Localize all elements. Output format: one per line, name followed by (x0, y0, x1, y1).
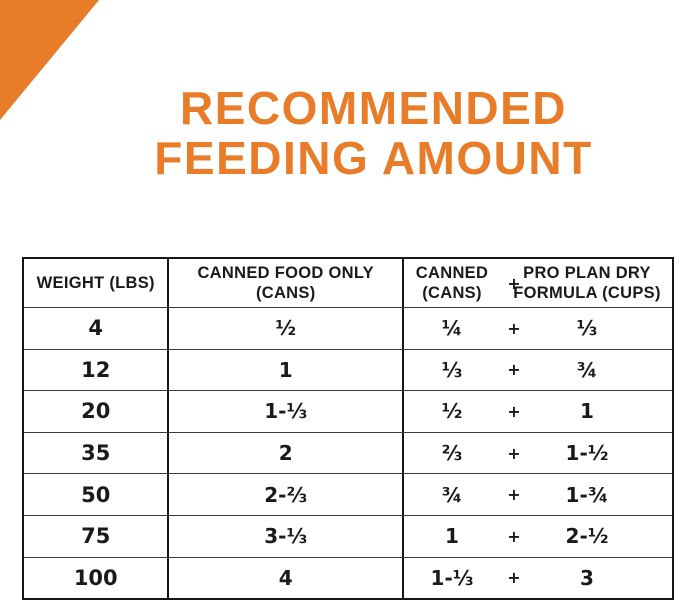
canned-value: 1 (445, 524, 459, 549)
dry-value: 1 (580, 399, 594, 424)
plus-sign: + (507, 485, 521, 505)
header-combined-cell: CANNED (CANS) + PRO PLAN DRY FORMULA (CU… (404, 259, 672, 307)
weight-value: 20 (81, 399, 111, 424)
plus-sign: + (507, 360, 521, 380)
feeding-table: WEIGHT (LBS) CANNED FOOD ONLY (CANS) CAN… (22, 257, 674, 601)
header-dry-line2: FORMULA (CUPS) (513, 284, 661, 302)
canned-value: ⅔ (441, 441, 463, 466)
canned-only-value: 2-⅔ (264, 482, 308, 507)
weight-value: 50 (81, 482, 111, 507)
dry-value: 2-½ (565, 524, 609, 549)
canned-value: ¾ (441, 482, 463, 507)
header-dry-block: PRO PLAN DRY FORMULA (CUPS) (513, 263, 661, 303)
table-row: 4 ½ ¼ + ⅓ (24, 307, 672, 349)
plus-sign: + (507, 568, 521, 588)
plus-sign: + (507, 318, 521, 338)
canned-only-value: 4 (278, 565, 293, 590)
header-canned-only-line1: CANNED FOOD ONLY (197, 264, 374, 282)
plus-sign: + (507, 526, 521, 546)
header-canned-only-cell: CANNED FOOD ONLY (CANS) (169, 259, 404, 307)
canned-only-value: 2 (278, 441, 293, 466)
canned-only-value: 1-⅓ (264, 399, 308, 424)
dry-value: ¾ (576, 357, 598, 382)
weight-value: 75 (81, 524, 111, 549)
dry-value: 1-½ (565, 441, 609, 466)
table-row: 50 2-⅔ ¾ + 1-¾ (24, 473, 672, 515)
title-line-1: RECOMMENDED (179, 82, 568, 134)
header-canned-only-line2: (CANS) (255, 284, 316, 302)
plus-sign: + (507, 443, 521, 463)
header-weight-cell: WEIGHT (LBS) (24, 259, 170, 307)
table-row: 100 4 1-⅓ + 3 (24, 556, 672, 599)
header-canned-block: CANNED (CANS) (416, 263, 488, 303)
canned-value: 1-⅓ (430, 565, 474, 590)
table-row: 75 3-⅓ 1 + 2-½ (24, 514, 672, 557)
table-row: 20 1-⅓ ½ + 1 (24, 390, 672, 432)
dry-value: 1-¾ (565, 482, 609, 507)
table-row: 12 1 ⅓ + ¾ (24, 348, 672, 391)
table-row: 35 2 ⅔ + 1-½ (24, 431, 672, 474)
canned-value: ¼ (441, 316, 463, 341)
canned-only-value: 1 (278, 357, 293, 382)
plus-sign: + (507, 401, 521, 421)
canned-only-value: 3-⅓ (264, 524, 308, 549)
page-title: RECOMMENDED FEEDING AMOUNT (0, 83, 679, 183)
weight-value: 12 (81, 357, 111, 382)
header-canned-line1: CANNED (415, 264, 489, 282)
header-plus-sign: + (507, 273, 521, 293)
dry-value: 3 (580, 565, 594, 590)
header-dry-line1: PRO PLAN DRY (523, 264, 651, 282)
weight-value: 100 (73, 565, 118, 590)
header-weight-label: WEIGHT (LBS) (36, 274, 155, 292)
canned-only-value: ½ (275, 316, 297, 341)
weight-value: 4 (88, 316, 104, 341)
table-header-row: WEIGHT (LBS) CANNED FOOD ONLY (CANS) CAN… (24, 259, 672, 307)
canned-value: ⅓ (441, 357, 463, 382)
header-canned-line2: (CANS) (422, 284, 482, 302)
title-line-2: FEEDING AMOUNT (154, 132, 593, 184)
dry-value: ⅓ (576, 316, 598, 341)
canned-value: ½ (441, 399, 463, 424)
weight-value: 35 (81, 441, 111, 466)
